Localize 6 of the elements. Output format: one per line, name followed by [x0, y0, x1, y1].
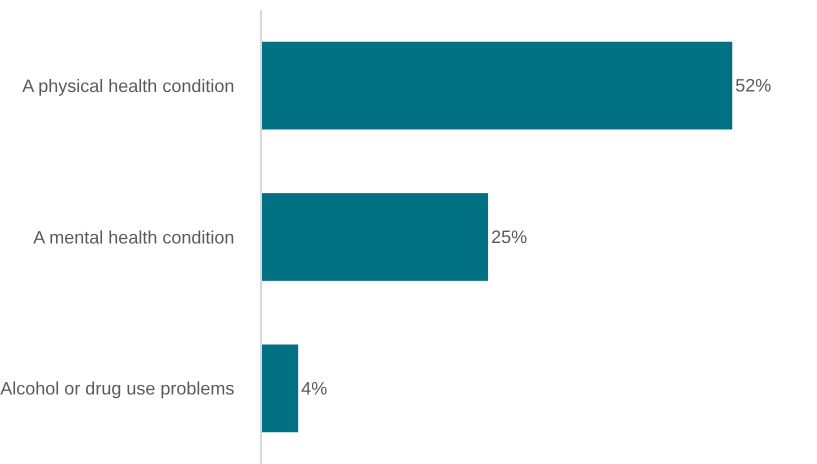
- data-label: 52%: [735, 76, 772, 96]
- data-label: 4%: [301, 378, 328, 398]
- data-label: 25%: [491, 227, 528, 247]
- y-tick-label: A mental health condition: [33, 227, 234, 248]
- y-tick-label: A physical health condition: [22, 76, 234, 96]
- y-tick-label: Alcohol or drug use problems: [0, 378, 234, 399]
